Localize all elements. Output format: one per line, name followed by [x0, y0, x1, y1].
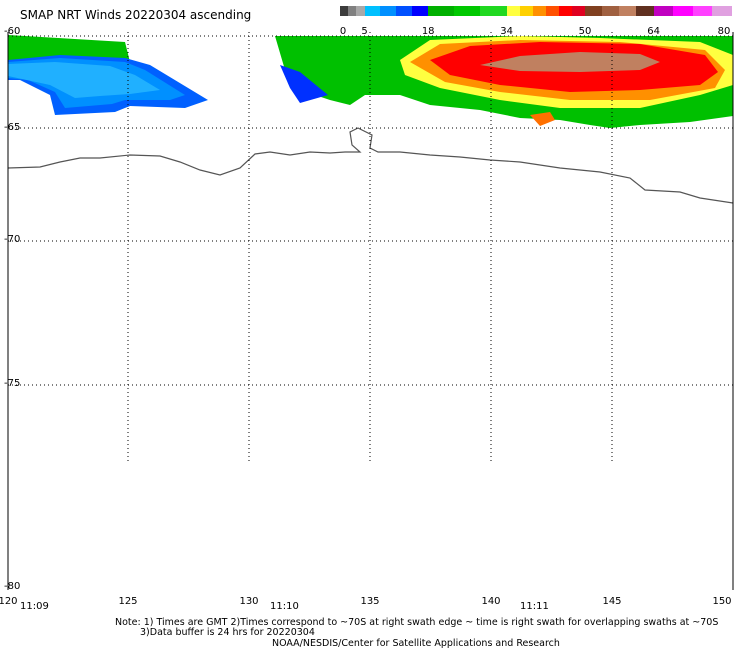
- lat-label-60: -60: [4, 26, 21, 37]
- lon-label-140: 140: [481, 596, 501, 607]
- colorbar-swatch: [571, 6, 586, 16]
- colorbar-swatch: [356, 6, 365, 16]
- colorbar-swatch: [380, 6, 397, 16]
- colorbar-swatch: [602, 6, 620, 16]
- colorbar-tick-label: 80: [717, 26, 731, 37]
- lat-label-75: -75: [4, 378, 21, 389]
- colorbar-swatch: [412, 6, 429, 16]
- colorbar-tick-label: 50: [578, 26, 592, 37]
- colorbar-swatch: [340, 6, 349, 16]
- colorbar-swatch: [545, 6, 560, 16]
- time-label-1109: 11:09: [20, 601, 49, 612]
- colorbar-swatch: [532, 6, 547, 16]
- lat-label-80: -80: [4, 581, 21, 592]
- colorbar-swatch: [519, 6, 534, 16]
- wind-swath-brown: [480, 52, 660, 72]
- map-title: SMAP NRT Winds 20220304 ascending: [20, 8, 252, 22]
- colorbar-swatch: [636, 6, 655, 16]
- wind-swath-blue-right: [280, 65, 328, 103]
- time-label-1111: 11:11: [520, 601, 549, 612]
- colorbar-swatch: [558, 6, 573, 16]
- lon-label-135: 135: [360, 596, 380, 607]
- colorbar-swatch: [348, 6, 357, 16]
- graticule: [8, 32, 733, 464]
- colorbar-swatch: [428, 6, 455, 16]
- wind-swath-lightcyan-left: [8, 62, 160, 98]
- lon-label-125: 125: [118, 596, 138, 607]
- colorbar-swatch: [364, 6, 381, 16]
- coastline: [8, 127, 733, 204]
- colorbar-tick-label: 5: [361, 26, 368, 37]
- wind-swath-orange-bottom: [530, 112, 555, 126]
- note-line-3: NOAA/NESDIS/Center for Satellite Applica…: [272, 638, 560, 649]
- time-label-1110: 11:10: [270, 601, 299, 612]
- lat-label-65: -65: [4, 122, 21, 133]
- colorbar-tick-label: 34: [500, 26, 513, 37]
- lon-label-145: 145: [602, 596, 622, 607]
- note-line-1: Note: 1) Times are GMT 2)Times correspon…: [115, 617, 719, 628]
- colorbar-swatch: [506, 6, 521, 16]
- colorbar-tick-label: 18: [421, 26, 435, 37]
- note-line-2: 3)Data buffer is 24 hrs for 20220304: [140, 627, 315, 638]
- colorbar-swatch: [585, 6, 603, 16]
- colorbar-swatch: [619, 6, 637, 16]
- colorbar-swatch: [692, 6, 713, 16]
- colorbar-swatch: [712, 6, 733, 16]
- colorbar-tick-label: 64: [647, 26, 660, 37]
- colorbar-swatch: [653, 6, 674, 16]
- colorbar-tick-label: 0: [339, 26, 347, 37]
- lat-label-70: -70: [4, 234, 21, 245]
- lon-label-130: 130: [239, 596, 259, 607]
- colorbar-swatch: [396, 6, 413, 16]
- colorbar-swatch: [454, 6, 481, 16]
- wind-speed-colorbar: 0 5 18 34 50 64 80: [340, 6, 733, 37]
- colorbar-swatch: [673, 6, 694, 16]
- lon-label-120: 120: [0, 596, 18, 607]
- colorbar-swatch: [480, 6, 508, 16]
- lon-label-150: 150: [712, 596, 732, 607]
